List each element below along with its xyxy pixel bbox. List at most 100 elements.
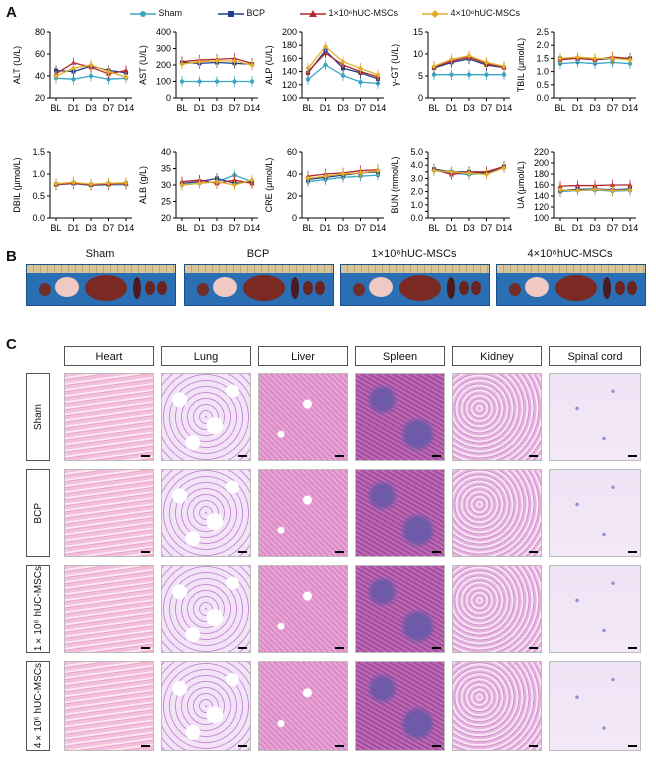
chart-5-xtick-label: D3 <box>85 223 97 233</box>
chart-3: 0 5 10 15 BL D1 D3 D7 D14 γ-GT (U/L) <box>390 27 512 113</box>
chart-7-xtick-label: D7 <box>355 223 367 233</box>
chart-8-ytick-label: 2.0 <box>410 187 423 197</box>
chart-1-point <box>214 79 220 84</box>
chart-3-xtick-label: D1 <box>446 103 458 113</box>
chart-6-ytick-label: 35 <box>161 164 171 174</box>
chart-1-point <box>232 79 237 84</box>
chart-6-ytick-label: 25 <box>161 197 171 207</box>
chart-6-ylabel: ALB (g/L) <box>138 166 148 204</box>
tile-lung-row-2 <box>161 565 251 653</box>
chart-8-ytick-label: 4.0 <box>410 160 423 170</box>
scale-bar <box>432 647 441 649</box>
legend-high-dose-label: 4×10⁶hUC-MSCs <box>450 8 520 18</box>
legend-high-dose-marker <box>422 9 448 18</box>
scale-bar <box>529 551 538 553</box>
chart-2-ytick-label: 140 <box>282 67 297 77</box>
chart-9-point <box>609 187 616 194</box>
chart-8-xtick-label: D14 <box>496 223 513 233</box>
chart-7-ytick-label: 60 <box>287 147 297 157</box>
chart-7-point <box>375 168 381 174</box>
chart-1-xtick-label: BL <box>176 103 187 113</box>
chart-3-point <box>448 56 455 62</box>
chart-5-ylabel: DBIL (μmol/L) <box>12 157 22 212</box>
chart-4-point <box>609 55 616 61</box>
legend-bcp-marker <box>218 10 244 17</box>
panel-c-label: C <box>6 336 17 353</box>
chart-4-point <box>592 55 598 61</box>
chart-2: 100 120 140 160 180 200 BL D1 D3 D7 D14 ALP (U/L) <box>264 27 386 113</box>
scale-bar <box>141 745 150 747</box>
tile-lung-row-1 <box>161 469 251 557</box>
chart-4-ylabel: TBIL (μmol/L) <box>516 38 526 92</box>
chart-8-ylabel: BUN (mmol/L) <box>390 156 400 213</box>
chart-2-ytick-label: 100 <box>282 93 297 103</box>
chart-8-point <box>448 169 455 175</box>
chart-0-point <box>105 69 112 75</box>
chart-8-xtick-label: D3 <box>463 223 475 233</box>
row-label-high-dose-text: 4×10⁶ hUC-MSCs <box>32 663 44 749</box>
tile-liver-row-0 <box>258 373 348 461</box>
panel-b-label: B <box>6 248 17 265</box>
chart-0-point <box>123 74 129 80</box>
chart-1-ytick-label: 100 <box>156 77 171 87</box>
chart-3-point <box>501 63 507 69</box>
chart-3-point <box>449 72 454 77</box>
tile-spinal-cord-row-2 <box>549 565 641 653</box>
chart-1-point <box>214 58 220 64</box>
chart-4-point <box>557 55 563 61</box>
chart-9-ytick-label: 140 <box>534 191 549 201</box>
col-header-liver: Liver <box>258 346 348 366</box>
chart-3-ytick-label: 10 <box>413 49 423 59</box>
tile-spleen-row-0 <box>355 373 445 461</box>
chart-8-point <box>466 170 472 176</box>
chart-8-ytick-label: 3.0 <box>410 173 423 183</box>
row-label-sham-text: Sham <box>32 403 44 431</box>
chart-1-ylabel: AST (U/L) <box>138 45 148 85</box>
chart-0-point <box>70 65 77 71</box>
chart-7-point <box>305 175 311 181</box>
chart-6-point <box>179 182 185 188</box>
scale-bar <box>529 745 538 747</box>
chart-4-point <box>627 57 633 63</box>
chart-5-xtick-label: D1 <box>68 223 80 233</box>
tile-spinal-cord-row-0 <box>549 373 641 461</box>
chart-8-point <box>431 167 437 174</box>
scale-bar <box>529 455 538 457</box>
legend-low-dose: 1×10⁶hUC-MSCs <box>300 8 398 19</box>
chart-0-ytick-label: 80 <box>35 27 45 37</box>
chart-3-point <box>501 72 507 77</box>
chart-0-xtick-label: D3 <box>85 103 97 113</box>
chart-9-xtick-label: D14 <box>622 223 639 233</box>
tile-liver-row-3 <box>258 661 348 751</box>
chart-2-ytick-label: 200 <box>282 27 297 37</box>
tile-heart-row-3 <box>64 661 154 751</box>
chart-4: 0.0 0.5 1.0 1.5 2.0 2.5 BL D1 D3 D7 D14 TBIL (μmol/… <box>516 27 638 113</box>
chart-3-xtick-label: D3 <box>463 103 475 113</box>
scale-bar <box>335 551 344 553</box>
organ-photo-high-dose <box>496 264 646 306</box>
chart-8-ytick-label: 0.0 <box>410 213 423 223</box>
chart-3-ytick-label: 0 <box>418 93 423 103</box>
tile-lung-row-3 <box>161 661 251 751</box>
chart-4-xtick-label: BL <box>554 103 565 113</box>
chart-6-xtick-label: D1 <box>194 223 206 233</box>
chart-6-point <box>249 177 255 183</box>
chart-1-point <box>179 79 185 84</box>
panel-a-label: A <box>6 4 17 21</box>
chart-1-xtick-label: D7 <box>229 103 241 113</box>
chart-2-ytick-label: 120 <box>282 80 297 90</box>
chart-4-ytick-label: 2.0 <box>536 40 549 50</box>
scale-bar <box>335 647 344 649</box>
chart-4-ytick-label: 1.0 <box>536 67 549 77</box>
chart-0-xtick-label: D14 <box>118 103 135 113</box>
tile-heart-row-0 <box>64 373 154 461</box>
chart-7-xtick-label: D3 <box>337 223 349 233</box>
chart-1-xtick-label: D14 <box>244 103 261 113</box>
chart-5-ytick-label: 0.0 <box>32 213 45 223</box>
chart-2-point <box>322 43 329 50</box>
chart-2-xtick-label: D3 <box>337 103 349 113</box>
chart-6-ytick-label: 40 <box>161 147 171 157</box>
chart-4-ytick-label: 0.5 <box>536 80 549 90</box>
photo-label-low-dose: 1×10⁶hUC-MSCs <box>371 248 457 260</box>
